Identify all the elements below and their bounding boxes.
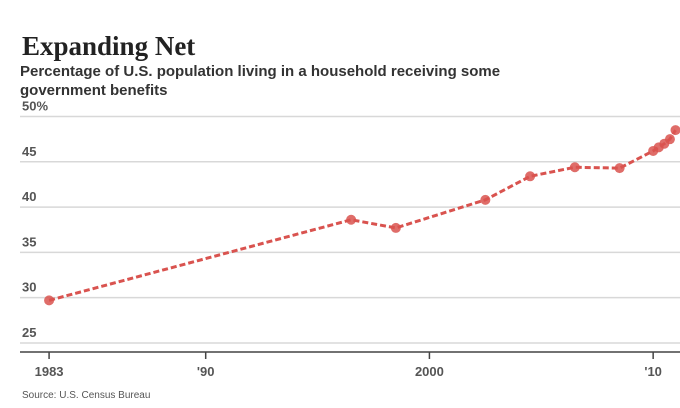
chart-title: Expanding Net [22, 31, 195, 61]
x-tick-label: '10 [644, 364, 662, 379]
data-point [525, 171, 536, 182]
y-tick-label: 35 [22, 234, 36, 249]
x-tick-label: '90 [197, 364, 215, 379]
subtitle-box: Percentage of U.S. population living in … [20, 63, 501, 99]
data-point [670, 125, 680, 136]
data-point [614, 163, 625, 174]
data-point [44, 295, 55, 306]
y-tick-label: 30 [22, 280, 36, 295]
source: Source: U.S. Census Bureau [22, 390, 150, 401]
x-tick-label: 2000 [415, 364, 444, 379]
y-tick-label: 40 [22, 189, 36, 204]
y-tick-label: 45 [22, 144, 36, 159]
y-tick-label: 50% [22, 99, 48, 114]
data-point [480, 194, 491, 205]
x-tick-label: 1983 [35, 364, 64, 379]
data-line [48, 129, 677, 302]
y-tick-label: 25 [22, 325, 36, 340]
chart-subtitle: Percentage of U.S. population living in … [20, 63, 501, 99]
data-point [569, 162, 580, 173]
data-point [664, 134, 675, 145]
data-point [390, 222, 401, 233]
data-point [346, 214, 357, 225]
